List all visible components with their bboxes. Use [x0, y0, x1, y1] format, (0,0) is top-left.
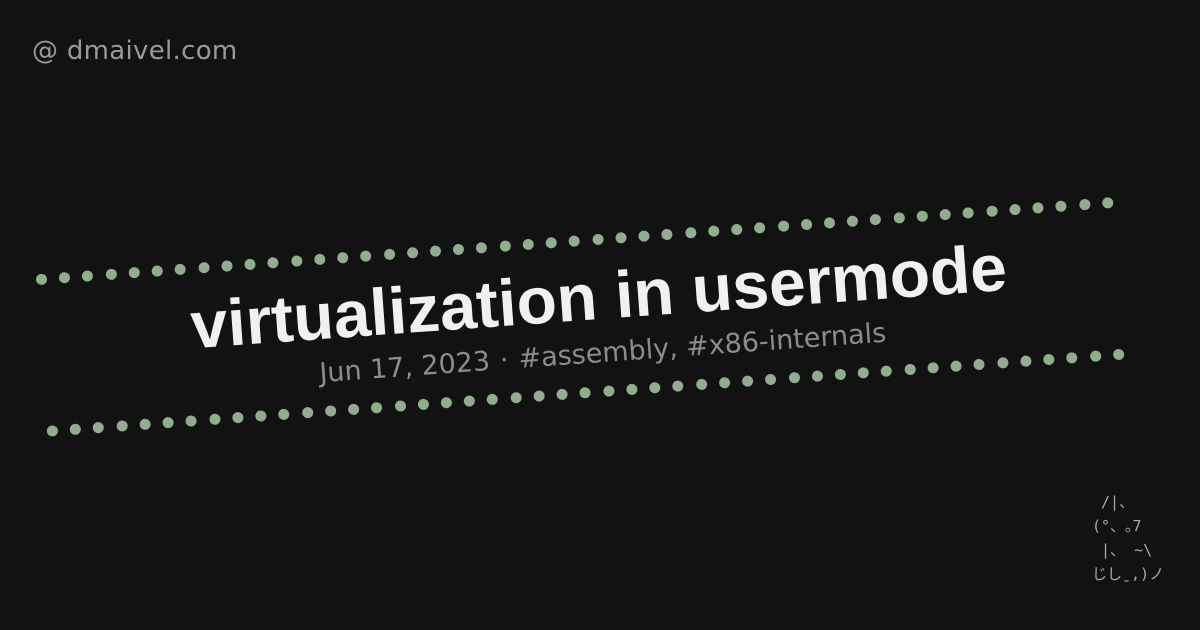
divider-dot	[1055, 199, 1068, 212]
divider-dot	[336, 251, 349, 264]
divider-dot	[823, 216, 836, 229]
divider-dot	[162, 416, 175, 429]
divider-dot	[869, 213, 882, 225]
divider-dot	[1008, 203, 1021, 215]
divider-dot	[811, 369, 824, 382]
divider-dot	[649, 381, 661, 394]
divider-dot	[834, 368, 847, 380]
divider-dot	[672, 379, 684, 392]
divider-dot	[197, 261, 210, 274]
divider-dot	[208, 412, 221, 425]
divider-dot	[661, 228, 674, 240]
divider-dot	[939, 208, 952, 220]
divider-dot	[347, 402, 360, 415]
divider-dot	[522, 238, 535, 250]
divider-dot	[602, 384, 615, 397]
divider-dot	[903, 363, 916, 375]
divider-dot	[754, 221, 766, 234]
divider-dot	[360, 249, 372, 262]
divider-dot	[255, 409, 267, 422]
divider-dot	[973, 358, 986, 370]
divider-dot	[452, 243, 465, 255]
divider-dot	[1042, 353, 1055, 365]
site-link[interactable]: @ dmaivel.com	[32, 36, 238, 66]
divider-dot	[383, 248, 395, 260]
divider-dot	[741, 374, 754, 387]
divider-dot	[996, 356, 1009, 369]
divider-dot	[950, 359, 963, 372]
divider-dot	[231, 411, 244, 424]
divider-dot	[185, 414, 198, 427]
divider-dot	[857, 366, 870, 379]
divider-dot	[475, 241, 488, 254]
divider-dot	[417, 397, 430, 410]
divider-dot	[707, 224, 720, 237]
divider-dot	[684, 226, 697, 239]
divider-dot	[92, 421, 105, 434]
divider-dot	[139, 417, 151, 430]
divider-dot	[777, 219, 789, 232]
divider-dot	[267, 256, 280, 269]
divider-dot	[1112, 348, 1125, 360]
divider-dot	[499, 239, 511, 252]
divider-dot	[545, 236, 558, 249]
divider-dot	[614, 231, 627, 244]
ascii-cat-art: /|、 (°、｡7 |、 ~\ じしˍ,)ノ	[1092, 493, 1165, 583]
divider-dot	[58, 271, 71, 284]
divider-dot	[440, 396, 453, 409]
divider-dot	[880, 364, 893, 377]
divider-dot	[1066, 351, 1078, 364]
divider-dot	[591, 233, 604, 245]
divider-dot	[730, 223, 743, 235]
divider-dot	[1032, 201, 1044, 214]
divider-dot	[927, 361, 939, 374]
divider-dot	[695, 378, 708, 390]
divider-dot	[788, 371, 800, 384]
divider-dot	[81, 269, 94, 282]
divider-dot	[370, 401, 383, 414]
divider-dot	[893, 211, 905, 224]
divider-dot	[429, 244, 442, 257]
divider-dot	[301, 406, 314, 419]
divider-dot	[394, 399, 406, 412]
divider-dot	[638, 229, 650, 242]
divider-dot	[1089, 349, 1102, 362]
divider-dot	[128, 266, 141, 279]
divider-dot	[800, 218, 813, 230]
divider-dot	[115, 419, 128, 432]
divider-dot	[221, 259, 233, 272]
divider-dot	[533, 389, 545, 402]
divider-dot	[313, 253, 326, 265]
divider-dot	[406, 246, 419, 259]
divider-dot	[962, 206, 975, 219]
divider-dot	[764, 373, 777, 385]
meta-separator: ·	[498, 344, 510, 377]
divider-dot	[1101, 196, 1114, 209]
divider-dot	[290, 254, 303, 267]
divider-dot	[486, 393, 499, 405]
divider-dot	[105, 267, 117, 280]
divider-dot	[151, 264, 164, 277]
divider-dot	[46, 424, 59, 437]
divider-dot	[556, 388, 569, 400]
divider-dot	[35, 272, 48, 285]
divider-dot	[509, 391, 522, 404]
divider-dot	[625, 383, 638, 395]
divider-dot	[1019, 354, 1032, 367]
divider-dot	[463, 394, 476, 407]
divider-dot	[324, 404, 337, 417]
divider-dot	[1078, 198, 1091, 210]
divider-dot	[916, 209, 929, 222]
divider-dot	[244, 258, 256, 270]
divider-dot	[568, 234, 581, 247]
divider-dot	[846, 214, 859, 227]
divider-dot	[69, 422, 82, 435]
post-banner: virtualization in usermode Jun 17, 2023 ·…	[35, 190, 1164, 440]
divider-dot	[174, 262, 187, 275]
divider-dot	[985, 204, 998, 217]
divider-dot	[718, 376, 731, 389]
divider-dot	[579, 386, 592, 399]
divider-dot	[278, 407, 290, 420]
